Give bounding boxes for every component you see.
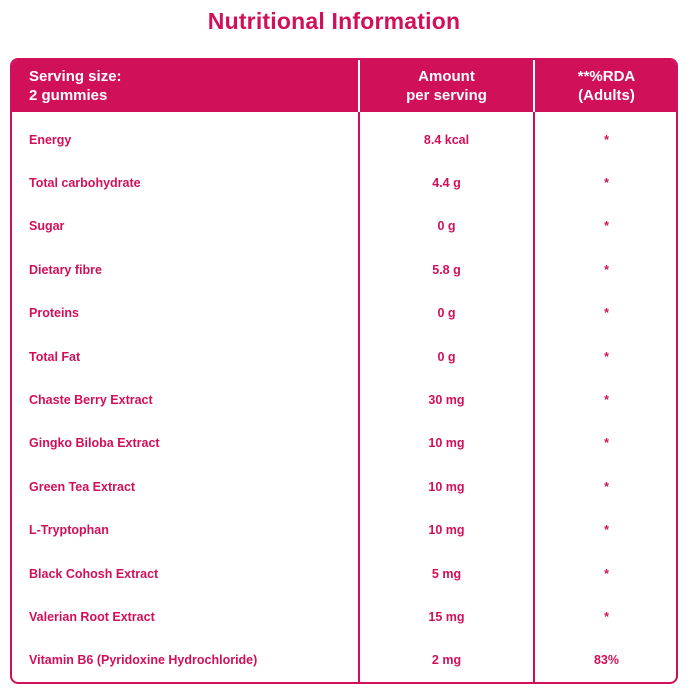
header-rda: **%RDA (Adults) — [535, 60, 676, 112]
table-row: Green Tea Extract 10 mg * — [12, 465, 676, 508]
nutrient-amount: 5.8 g — [432, 262, 461, 277]
table-row: Gingko Biloba Extract 10 mg * — [12, 422, 676, 465]
nutrient-amount: 30 mg — [428, 393, 465, 408]
nutrient-rda: * — [604, 176, 609, 191]
table-row: L-Tryptophan 10 mg * — [12, 509, 676, 552]
header-serving-size-line2: 2 gummies — [29, 87, 108, 104]
nutrient-name: Green Tea Extract — [29, 479, 136, 494]
table-row: Black Cohosh Extract 5 mg * — [12, 552, 676, 595]
header-rda-line1: **%RDA — [577, 68, 636, 85]
nutrient-name: Total Fat — [29, 349, 81, 364]
nutrient-amount: 0 g — [437, 349, 456, 364]
nutrient-amount: 10 mg — [428, 436, 465, 451]
nutrition-table: Serving size: 2 gummies Amount per servi… — [10, 58, 678, 684]
table-header: Serving size: 2 gummies Amount per servi… — [12, 60, 676, 112]
nutrient-name: Energy — [29, 132, 72, 147]
nutrient-amount: 10 mg — [428, 479, 465, 494]
nutrient-rda: * — [604, 479, 609, 494]
header-divider — [358, 60, 360, 112]
nutrient-amount: 5 mg — [431, 566, 462, 581]
nutrient-name: Chaste Berry Extract — [29, 393, 153, 408]
header-serving-size: Serving size: 2 gummies — [29, 60, 349, 112]
nutrient-amount: 10 mg — [428, 523, 465, 538]
nutrient-rda: 83% — [593, 653, 620, 668]
nutrient-rda: * — [604, 393, 609, 408]
nutrient-name: Gingko Biloba Extract — [29, 436, 160, 451]
nutrient-name: Sugar — [29, 219, 65, 234]
nutrient-amount: 2 mg — [431, 653, 462, 668]
nutrient-rda: * — [604, 262, 609, 277]
table-row: Proteins 0 g * — [12, 292, 676, 335]
table-row: Energy 8.4 kcal * — [12, 118, 676, 161]
header-amount-line1: Amount — [418, 68, 475, 85]
nutrient-rda: * — [604, 132, 609, 147]
header-amount: Amount per serving — [360, 60, 533, 112]
nutrient-amount: 4.4 g — [432, 176, 461, 191]
header-rda-line2: (Adults) — [578, 87, 635, 104]
nutrient-rda: * — [604, 436, 609, 451]
column-divider — [358, 112, 360, 682]
table-row: Total Fat 0 g * — [12, 335, 676, 378]
table-row: Vitamin B6 (Pyridoxine Hydrochloride) 2 m… — [12, 639, 676, 682]
header-divider — [533, 60, 535, 112]
nutrient-amount: 15 mg — [428, 610, 465, 625]
page-title: Nutritional Information — [207, 8, 461, 34]
nutrient-rda: * — [604, 219, 609, 234]
table-row: Total carbohydrate 4.4 g * — [12, 161, 676, 204]
nutrient-rda: * — [604, 566, 609, 581]
table-row: Dietary fibre 5.8 g * — [12, 248, 676, 291]
nutrient-amount: 0 g — [437, 219, 456, 234]
table-row: Chaste Berry Extract 30 mg * — [12, 378, 676, 421]
nutrient-rda: * — [604, 610, 609, 625]
nutrient-rda: * — [604, 306, 609, 321]
nutrient-name: Proteins — [29, 306, 80, 321]
table-row: Sugar 0 g * — [12, 205, 676, 248]
nutrient-name: L-Tryptophan — [29, 523, 109, 538]
nutrient-rda: * — [604, 349, 609, 364]
nutrient-amount: 8.4 kcal — [423, 132, 470, 147]
nutrient-name: Dietary fibre — [29, 262, 102, 277]
table-row: Valerian Root Extract 15 mg * — [12, 595, 676, 638]
header-serving-size-line1: Serving size: — [29, 68, 122, 85]
nutrient-rda: * — [604, 523, 609, 538]
nutrient-name: Black Cohosh Extract — [29, 566, 159, 581]
column-divider — [533, 112, 535, 682]
nutrient-name: Vitamin B6 (Pyridoxine Hydrochloride) — [29, 653, 258, 668]
nutrient-name: Total carbohydrate — [29, 176, 141, 191]
header-amount-line2: per serving — [406, 87, 487, 104]
nutrient-amount: 0 g — [437, 306, 456, 321]
nutrient-name: Valerian Root Extract — [29, 610, 155, 625]
